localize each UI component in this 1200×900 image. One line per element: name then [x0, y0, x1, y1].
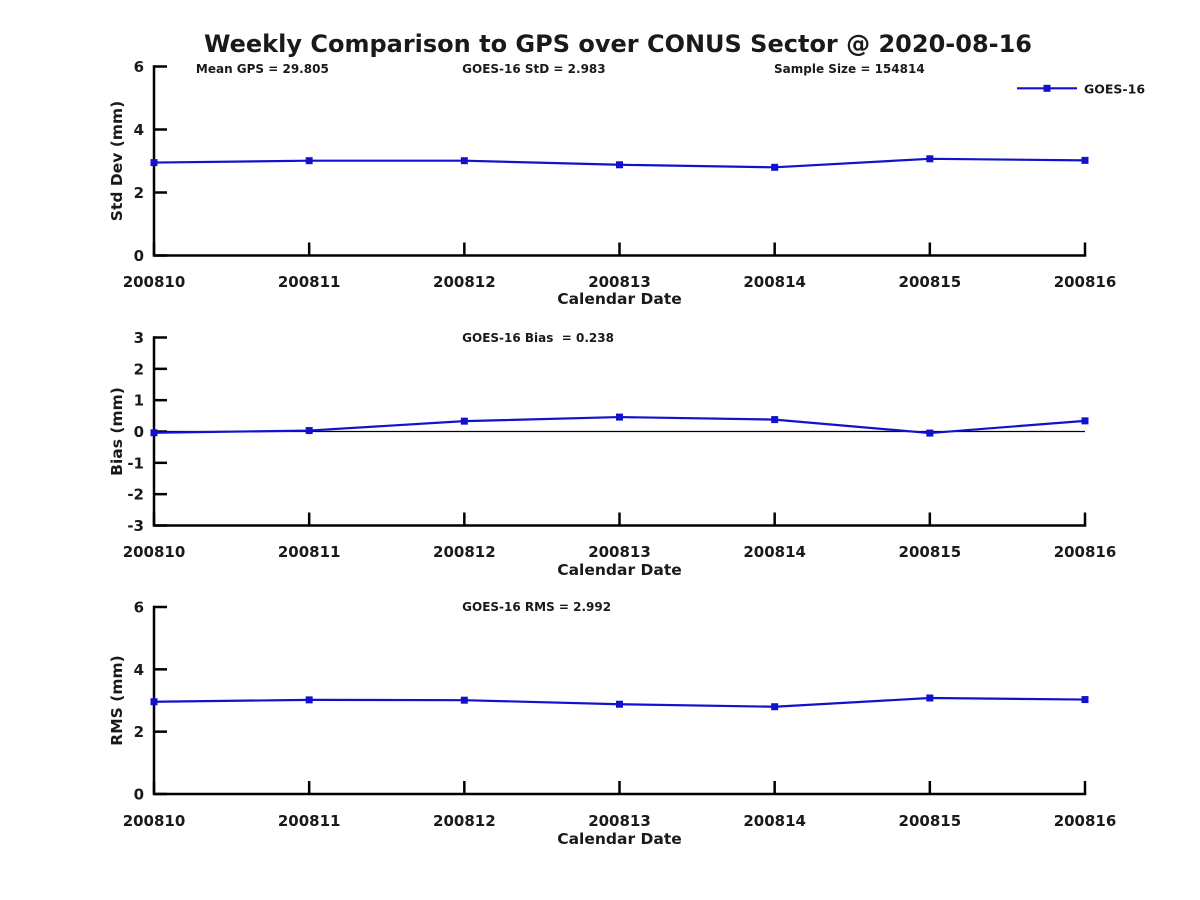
data-point-marker	[616, 700, 623, 708]
data-point-marker	[150, 429, 158, 437]
data-point-marker	[305, 696, 313, 704]
x-axis-tick-label: 200814	[743, 812, 806, 830]
x-axis-title: Calendar Date	[557, 830, 682, 848]
x-axis-tick-label: 200815	[899, 812, 962, 830]
y-axis-tick-label: 2	[134, 184, 144, 202]
data-point-marker	[926, 694, 934, 702]
annotation-text: GOES-16 RMS = 2.992	[462, 600, 611, 614]
x-axis-tick-label: 200812	[433, 812, 496, 830]
data-point-marker	[305, 157, 313, 165]
annotation-text: Sample Size = 154814	[774, 62, 925, 76]
chart-title: Weekly Comparison to GPS over CONUS Sect…	[204, 30, 1032, 58]
x-axis-tick-label: 200811	[278, 812, 341, 830]
y-axis-tick-label: -1	[127, 454, 144, 472]
std-dev-subplot: 0 2 4 6 200810 200811 200812 200813 200814 200815…	[108, 58, 1145, 308]
y-axis-tick-label: -3	[127, 517, 144, 535]
x-axis-title: Calendar Date	[557, 561, 682, 579]
y-axis-tick-label: 6	[134, 58, 144, 76]
legend: GOES-16	[1017, 82, 1145, 97]
data-point-marker	[150, 698, 158, 706]
legend-label: GOES-16	[1084, 82, 1145, 97]
legend-marker	[1043, 84, 1051, 92]
x-axis-tick-label: 200816	[1054, 543, 1117, 561]
x-axis-tick-label: 200811	[278, 543, 341, 561]
y-axis-tick-label: 0	[134, 423, 144, 441]
x-axis-tick-label: 200814	[743, 273, 806, 291]
x-axis-tick-label: 200811	[278, 273, 341, 291]
y-axis-tick-label: 0	[134, 786, 144, 804]
x-axis-tick-label: 200816	[1054, 273, 1117, 291]
data-point-marker	[1081, 696, 1089, 704]
y-axis-tick-label: 0	[134, 247, 144, 265]
y-axis-tick-label: 2	[134, 723, 144, 741]
x-axis-tick-label: 200810	[123, 543, 186, 561]
y-axis-tick-label: 4	[134, 661, 144, 679]
data-point-marker	[771, 163, 779, 171]
data-point-marker	[616, 161, 623, 169]
x-axis-title: Calendar Date	[557, 290, 682, 308]
y-axis-tick-label: 6	[134, 599, 144, 617]
y-axis-title: Std Dev (mm)	[108, 101, 126, 221]
x-axis-tick-label: 200815	[899, 273, 962, 291]
data-point-marker	[305, 427, 313, 435]
data-point-marker	[1081, 156, 1089, 164]
annotation-text: GOES-16 StD = 2.983	[462, 62, 605, 76]
y-axis-tick-label: 3	[134, 329, 144, 347]
data-point-marker	[771, 703, 779, 711]
data-point-marker	[460, 696, 468, 704]
x-axis-tick-label: 200810	[123, 273, 186, 291]
y-axis-tick-label: 4	[134, 121, 144, 139]
annotation-text: GOES-16 Bias = 0.238	[462, 331, 614, 345]
data-point-marker	[771, 416, 779, 424]
x-axis-tick-label: 200812	[433, 543, 496, 561]
data-point-marker	[1081, 417, 1089, 425]
y-axis-title: RMS (mm)	[108, 655, 126, 745]
x-axis-tick-label: 200813	[588, 543, 651, 561]
y-axis-tick-label: -2	[127, 486, 144, 504]
x-axis-tick-label: 200816	[1054, 812, 1117, 830]
y-axis-title: Bias (mm)	[108, 387, 126, 476]
x-axis-tick-label: 200812	[433, 273, 496, 291]
data-point-marker	[616, 413, 623, 421]
data-point-marker	[926, 155, 934, 163]
y-axis-tick-label: 2	[134, 360, 144, 378]
y-axis-tick-label: 1	[134, 392, 144, 410]
x-axis-tick-label: 200815	[899, 543, 962, 561]
data-point-marker	[150, 159, 158, 167]
x-axis-tick-label: 200813	[588, 273, 651, 291]
rms-subplot: 0 2 4 6 200810 200811 200812 200813 200814 200815…	[108, 599, 1116, 849]
data-point-marker	[460, 417, 468, 425]
x-axis-tick-label: 200813	[588, 812, 651, 830]
x-axis-tick-label: 200814	[743, 543, 806, 561]
bias-subplot: 3 2 1 0 -1 -2 -3 200810 200811 200812 200813 200814…	[108, 329, 1116, 579]
x-axis-tick-label: 200810	[123, 812, 186, 830]
data-point-marker	[926, 429, 934, 437]
data-point-marker	[460, 157, 468, 165]
annotation-text: Mean GPS = 29.805	[196, 62, 329, 76]
